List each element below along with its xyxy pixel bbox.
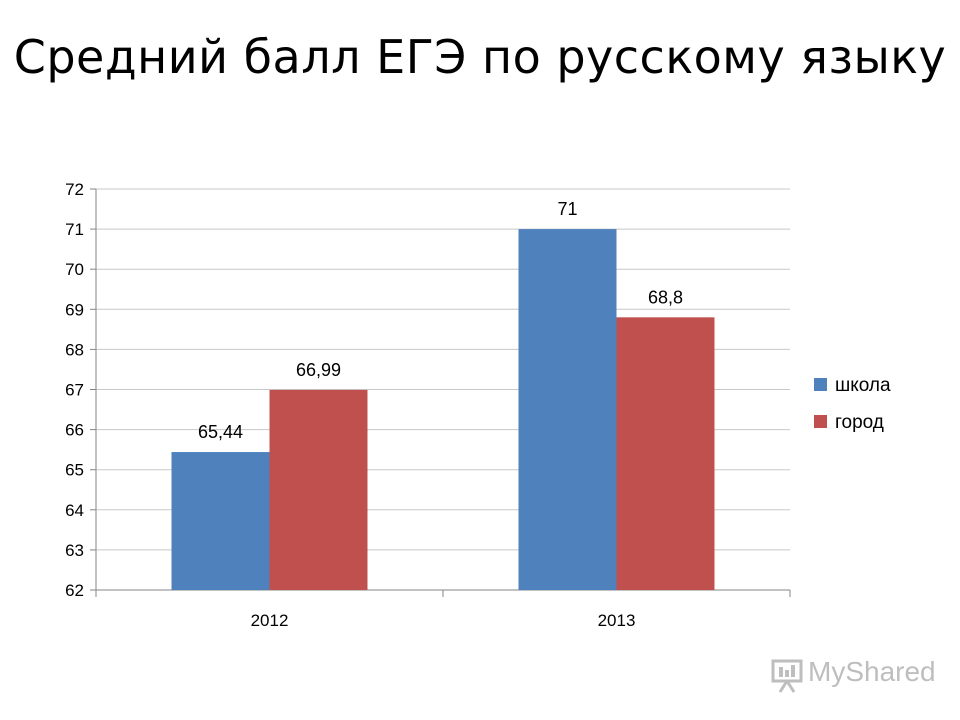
bar-школа-2012 — [171, 452, 270, 590]
axes: 62 63 64 65 66 67 68 69 70 71 72 2012 2013 — [65, 180, 791, 630]
presentation-board-icon — [771, 659, 803, 693]
y-tick-label: 64 — [65, 501, 84, 520]
bar-город-2012 — [269, 389, 368, 590]
page-title: Средний балл ЕГЭ по русскому языку — [13, 30, 947, 84]
y-tick-label: 67 — [65, 381, 84, 400]
bars — [171, 229, 715, 590]
legend: школа город — [814, 375, 891, 433]
y-tick-label: 63 — [65, 541, 84, 560]
y-tick-label: 66 — [65, 421, 84, 440]
bar-школа-2013 — [518, 229, 617, 590]
y-tick-label: 62 — [65, 581, 84, 600]
y-tick-label: 71 — [65, 220, 84, 239]
y-tick-label: 69 — [65, 300, 84, 319]
y-tick-label: 65 — [65, 461, 84, 480]
data-label: 71 — [557, 199, 577, 219]
x-tick-label: 2013 — [598, 611, 636, 630]
legend-label: школа — [835, 375, 891, 396]
legend-swatch — [814, 415, 827, 428]
x-tick-label: 2012 — [251, 611, 289, 630]
legend-swatch — [814, 378, 827, 391]
data-label: 66,99 — [296, 360, 341, 380]
y-tick-label: 72 — [65, 180, 84, 199]
data-label: 68,8 — [648, 287, 683, 307]
y-tick-label: 70 — [65, 260, 84, 279]
watermark-text: MyShared — [808, 656, 936, 687]
bar-город-2013 — [616, 317, 715, 590]
data-label: 65,44 — [198, 422, 243, 442]
legend-label: город — [835, 412, 884, 433]
data-labels: 65,44 66,99 71 68,8 — [198, 199, 683, 442]
y-tick-label: 68 — [65, 340, 84, 359]
watermark-logo: MyShared — [770, 656, 936, 696]
